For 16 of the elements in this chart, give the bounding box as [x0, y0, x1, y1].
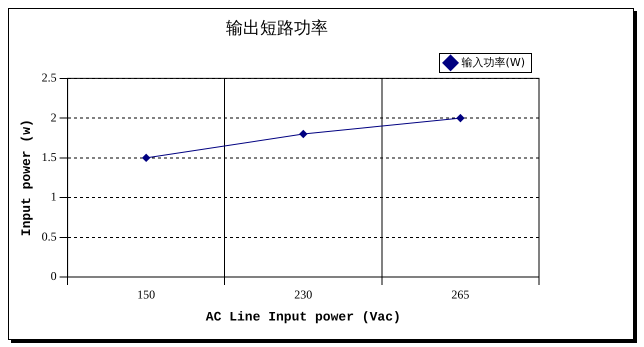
- y-axis-title: Input power (w): [19, 119, 34, 236]
- y-tick-label: 0.5: [42, 229, 57, 244]
- y-tick-label: 2.5: [42, 70, 57, 85]
- chart-title: 输出短路功率: [226, 18, 328, 39]
- y-tick-label: 2: [50, 110, 57, 124]
- y-tick-label: 1.5: [42, 150, 57, 164]
- x-tick-label: 265: [451, 287, 470, 302]
- x-tick-label: 230: [294, 287, 312, 302]
- y-tick-label: 1: [50, 190, 57, 204]
- legend-label: 输入功率(W): [462, 56, 526, 69]
- x-tick-label: 150: [137, 287, 156, 302]
- point: [299, 130, 308, 138]
- point: [142, 154, 150, 162]
- point: [456, 114, 464, 122]
- y-tick-label: 0: [50, 269, 57, 284]
- x-axis-title: AC Line Input power (Vac): [206, 309, 401, 324]
